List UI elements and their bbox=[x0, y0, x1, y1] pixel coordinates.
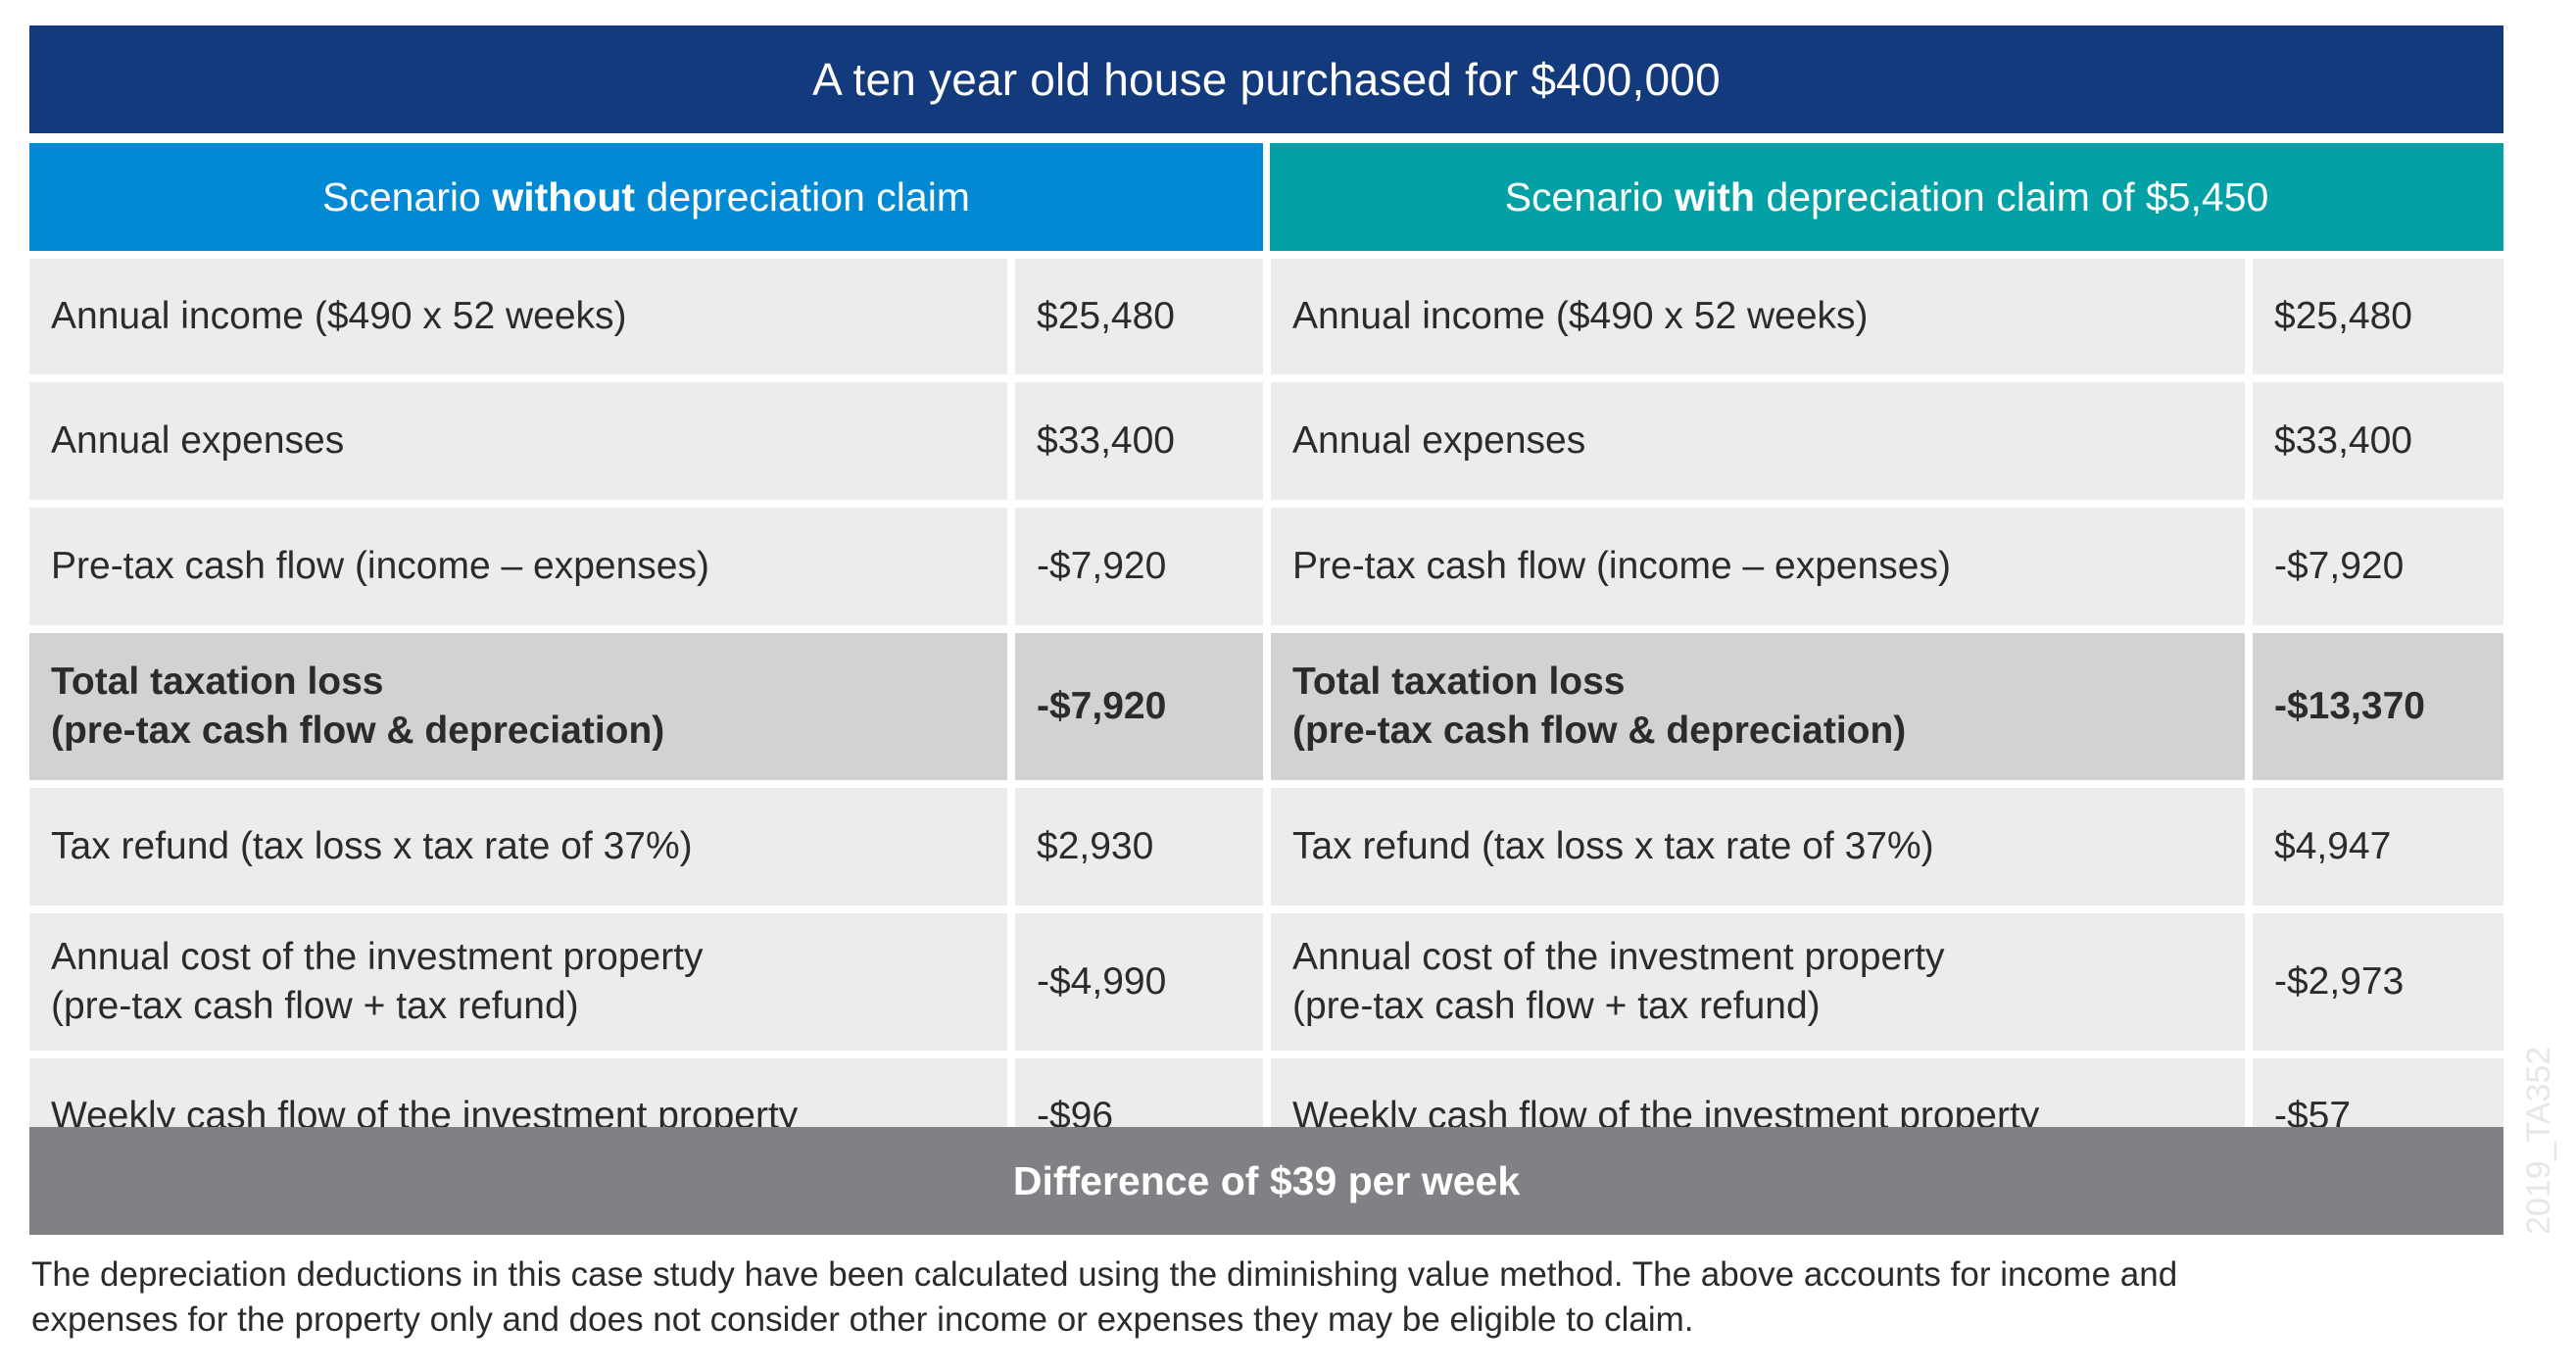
row-label-line: Total taxation loss bbox=[51, 661, 384, 703]
row-label-with: Total taxation loss (pre-tax cash flow &… bbox=[1271, 633, 2245, 780]
scenario-without-bold: without bbox=[492, 173, 636, 220]
row-label-without: Tax refund (tax loss x tax rate of 37%) bbox=[29, 788, 1007, 906]
row-label-with: Tax refund (tax loss x tax rate of 37%) bbox=[1271, 788, 2245, 906]
row-value-without: -$7,920 bbox=[1015, 633, 1263, 780]
scenario-with-bold: with bbox=[1675, 173, 1755, 220]
row-label-line: Total taxation loss bbox=[1292, 661, 1626, 703]
difference-text: Difference of $39 per week bbox=[1012, 1157, 1521, 1203]
reference-code-watermark: 2019_TA352 bbox=[2520, 1046, 2557, 1235]
row-label-line: Tax refund (tax loss x tax rate of 37%) bbox=[1292, 825, 1934, 867]
row-label-line: Annual cost of the investment property bbox=[51, 936, 704, 978]
table-row-annual-cost: Annual cost of the investment property (… bbox=[29, 906, 2503, 1051]
row-label-without: Annual expenses bbox=[29, 382, 1007, 500]
table-title-text: A ten year old house purchased for $400,… bbox=[812, 54, 1721, 105]
table-row-pretax-cash-flow: Pre-tax cash flow (income – expenses) -$… bbox=[29, 500, 2503, 625]
row-value-with: $4,947 bbox=[2253, 788, 2503, 906]
table-row-annual-income: Annual income ($490 x 52 weeks) $25,480 … bbox=[29, 251, 2503, 374]
row-label-line: Tax refund (tax loss x tax rate of 37%) bbox=[51, 825, 693, 867]
row-label-with: Pre-tax cash flow (income – expenses) bbox=[1271, 508, 2245, 625]
row-label-without: Annual cost of the investment property (… bbox=[29, 913, 1007, 1051]
row-label-line: Pre-tax cash flow (income – expenses) bbox=[51, 545, 709, 587]
row-label-line: (pre-tax cash flow & depreciation) bbox=[1292, 710, 1907, 752]
row-value-without: $2,930 bbox=[1015, 788, 1263, 906]
footnote-line: expenses for the property only and does … bbox=[31, 1300, 1694, 1339]
row-label-with: Annual cost of the investment property (… bbox=[1271, 913, 2245, 1051]
row-value-with: $25,480 bbox=[2253, 259, 2503, 374]
row-label-without: Total taxation loss (pre-tax cash flow &… bbox=[29, 633, 1007, 780]
scenario-without-header: Scenario without depreciation claim bbox=[29, 143, 1263, 251]
row-label-line: Annual income ($490 x 52 weeks) bbox=[51, 295, 627, 337]
row-value-with: $33,400 bbox=[2253, 382, 2503, 500]
row-label-line: Annual expenses bbox=[51, 419, 345, 462]
row-value-without: -$7,920 bbox=[1015, 508, 1263, 625]
table-row-total-taxation-loss: Total taxation loss (pre-tax cash flow &… bbox=[29, 625, 2503, 780]
row-value-without: $33,400 bbox=[1015, 382, 1263, 500]
row-value-with: -$7,920 bbox=[2253, 508, 2503, 625]
scenario-with-suffix: depreciation claim of $5,450 bbox=[1766, 173, 2269, 220]
row-label-line: Annual expenses bbox=[1292, 419, 1586, 462]
row-value-with: -$13,370 bbox=[2253, 633, 2503, 780]
table-body: Annual income ($490 x 52 weeks) $25,480 … bbox=[29, 251, 2503, 1174]
row-value-without: -$4,990 bbox=[1015, 913, 1263, 1051]
row-label-line: (pre-tax cash flow + tax refund) bbox=[51, 985, 579, 1027]
scenario-with-prefix: Scenario bbox=[1504, 173, 1664, 220]
scenario-with-header: Scenario with depreciation claim of $5,4… bbox=[1270, 143, 2503, 251]
row-label-line: (pre-tax cash flow + tax refund) bbox=[1292, 985, 1821, 1027]
row-value-without: $25,480 bbox=[1015, 259, 1263, 374]
row-label-line: Annual cost of the investment property bbox=[1292, 936, 1945, 978]
footnote: The depreciation deductions in this case… bbox=[31, 1252, 2540, 1343]
row-label-with: Annual income ($490 x 52 weeks) bbox=[1271, 259, 2245, 374]
table-title: A ten year old house purchased for $400,… bbox=[29, 25, 2503, 133]
scenario-without-prefix: Scenario bbox=[322, 173, 481, 220]
table-row-annual-expenses: Annual expenses $33,400 Annual expenses … bbox=[29, 374, 2503, 500]
row-label-line: Annual income ($490 x 52 weeks) bbox=[1292, 295, 1869, 337]
row-label-without: Pre-tax cash flow (income – expenses) bbox=[29, 508, 1007, 625]
scenario-without-suffix: depreciation claim bbox=[646, 173, 970, 220]
row-label-line: Pre-tax cash flow (income – expenses) bbox=[1292, 545, 1951, 587]
footnote-line: The depreciation deductions in this case… bbox=[31, 1255, 2178, 1294]
row-label-with: Annual expenses bbox=[1271, 382, 2245, 500]
difference-summary: Difference of $39 per week bbox=[29, 1127, 2503, 1235]
row-label-line: (pre-tax cash flow & depreciation) bbox=[51, 710, 665, 752]
row-value-with: -$2,973 bbox=[2253, 913, 2503, 1051]
table-row-tax-refund: Tax refund (tax loss x tax rate of 37%) … bbox=[29, 780, 2503, 906]
row-label-without: Annual income ($490 x 52 weeks) bbox=[29, 259, 1007, 374]
